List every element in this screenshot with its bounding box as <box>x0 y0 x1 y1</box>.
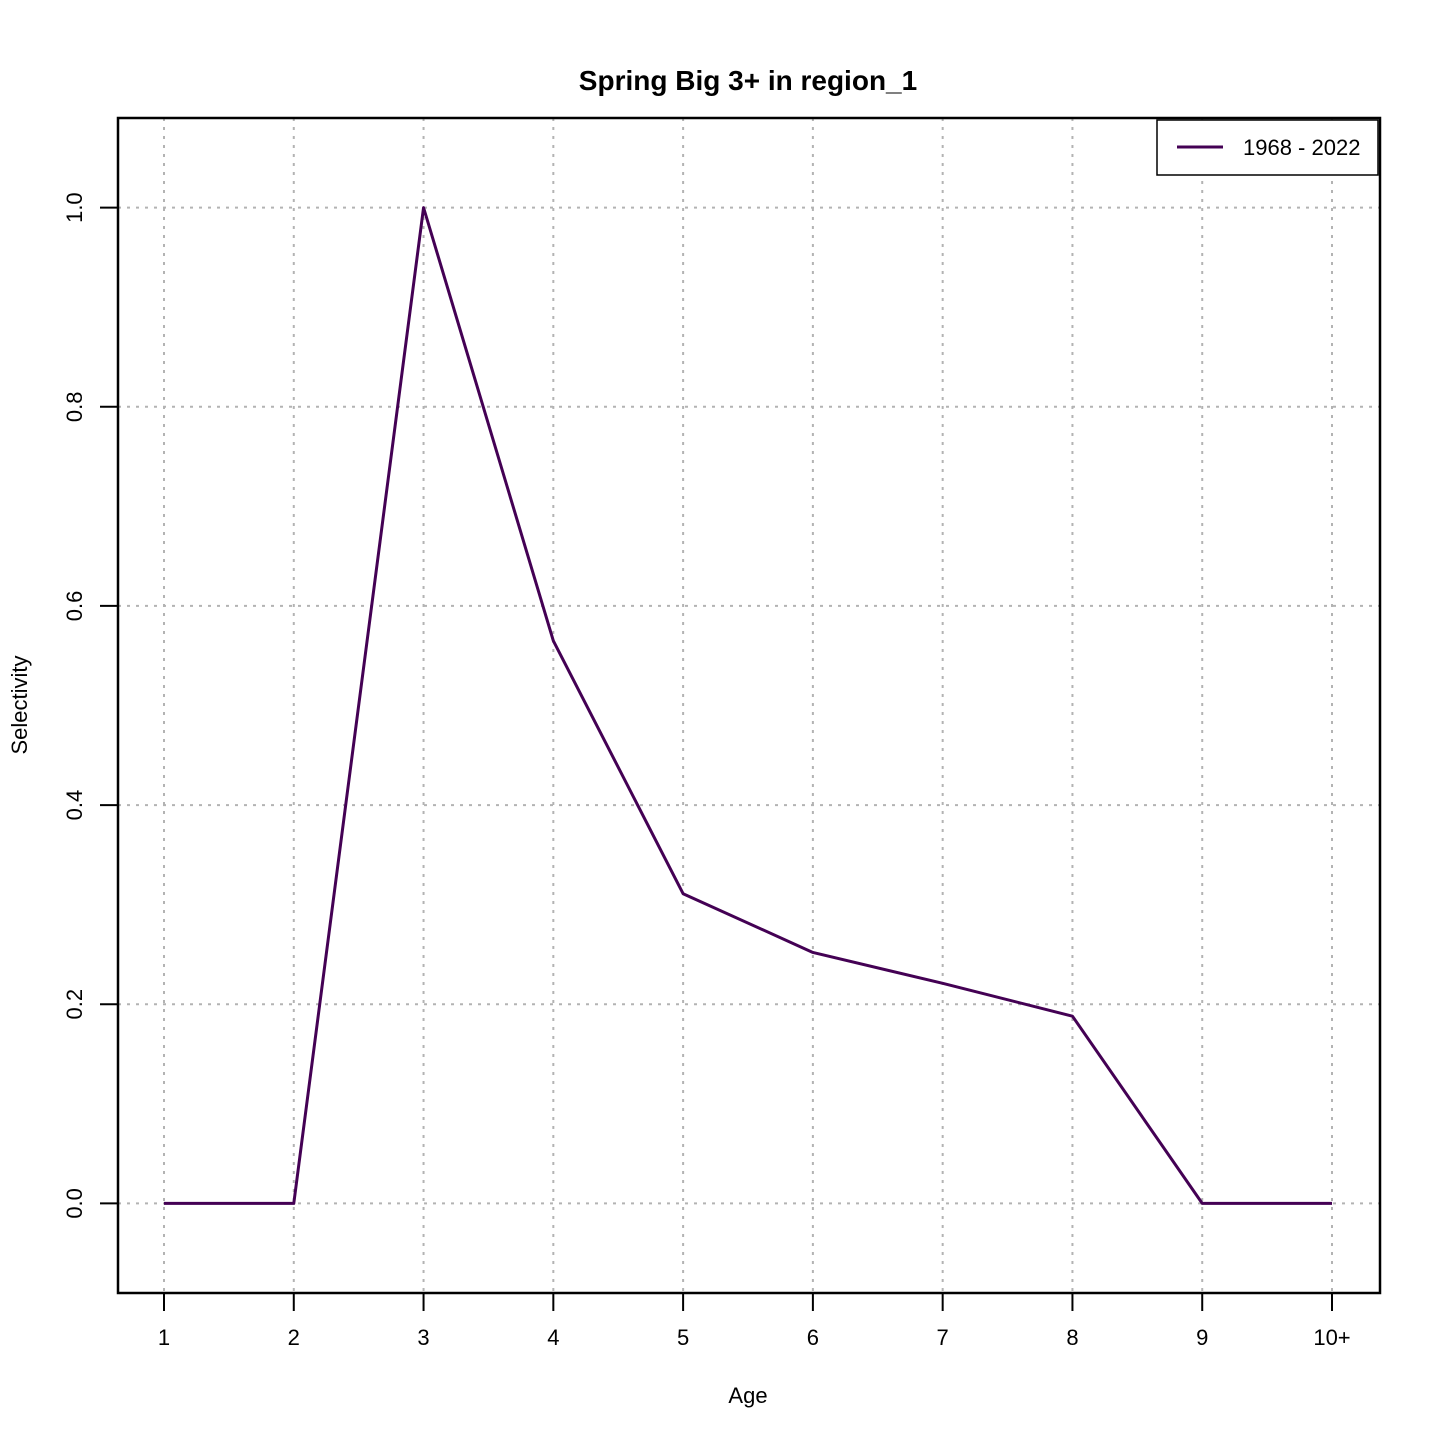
y-tick-label: 0.4 <box>62 790 87 821</box>
y-tick-label: 1.0 <box>62 192 87 223</box>
x-tick-label: 8 <box>1066 1325 1078 1350</box>
y-tick-label: 0.2 <box>62 989 87 1020</box>
plot-frame <box>116 116 1382 1295</box>
series-line <box>164 206 1332 1205</box>
x-axis: 1 2 3 4 5 6 7 8 9 10+ <box>158 1293 1351 1350</box>
data-series <box>163 206 1333 1205</box>
x-tick-label: 2 <box>288 1325 300 1350</box>
x-tick-label: 7 <box>937 1325 949 1350</box>
y-axis-label: Selectivity <box>7 655 32 754</box>
x-tick-label: 4 <box>547 1325 559 1350</box>
x-tick-label: 6 <box>807 1325 819 1350</box>
y-axis: 0.0 0.2 0.4 0.6 0.8 1.0 <box>62 192 118 1219</box>
y-tick-label: 0.8 <box>62 391 87 422</box>
x-tick-label: 9 <box>1196 1325 1208 1350</box>
x-axis-label: Age <box>728 1383 767 1408</box>
y-tick-label: 0.6 <box>62 591 87 622</box>
x-tick-label: 1 <box>158 1325 170 1350</box>
x-tick-label: 3 <box>417 1325 429 1350</box>
grid <box>118 118 1380 1293</box>
legend: 1968 - 2022 <box>1156 119 1379 176</box>
chart-title: Spring Big 3+ in region_1 <box>579 65 917 96</box>
y-tick-label: 0.0 <box>62 1188 87 1219</box>
x-tick-label: 10+ <box>1313 1325 1350 1350</box>
legend-label: 1968 - 2022 <box>1243 135 1360 160</box>
x-tick-label: 5 <box>677 1325 689 1350</box>
